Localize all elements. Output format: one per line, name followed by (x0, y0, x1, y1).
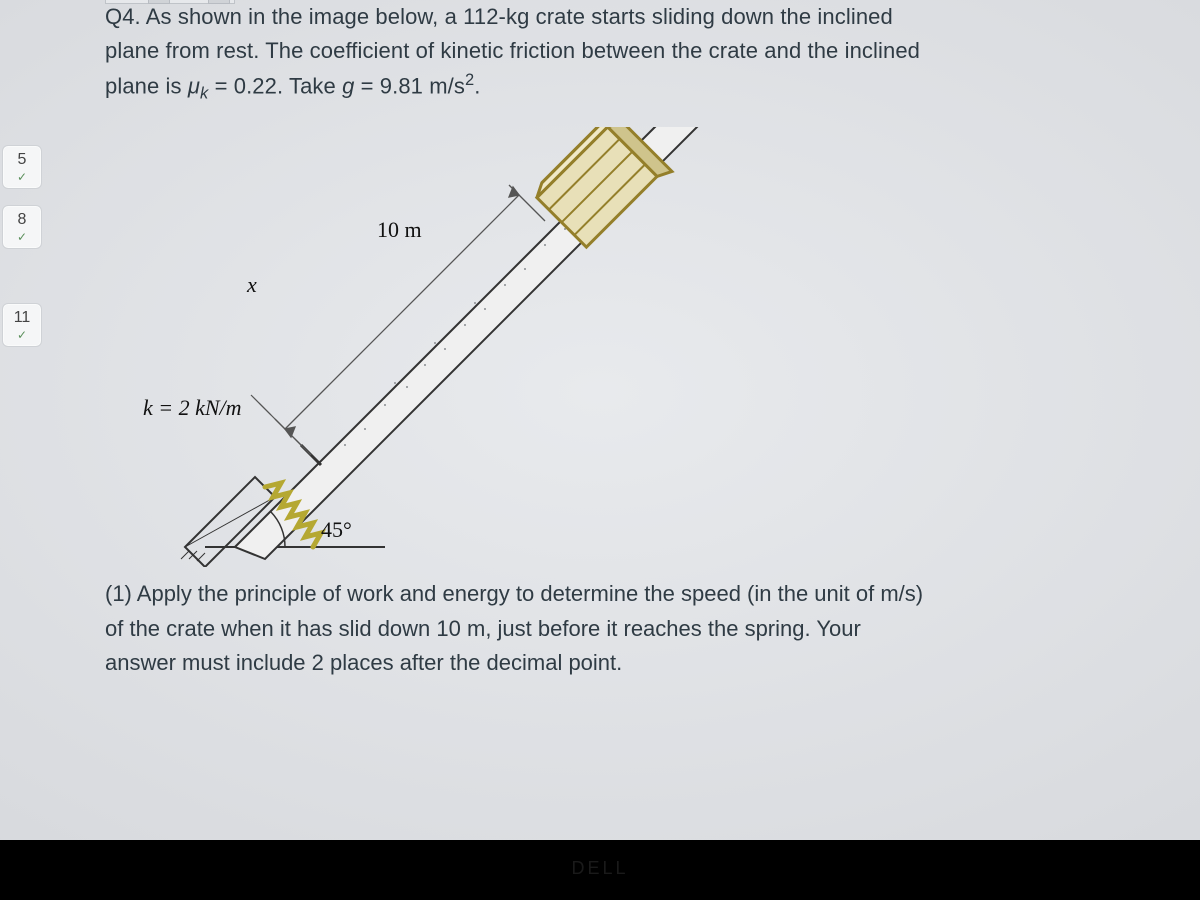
check-icon: ✓ (17, 171, 27, 183)
problem-statement: Q4. As shown in the image below, a 112-k… (105, 0, 1145, 107)
check-icon: ✓ (17, 329, 27, 341)
x-label: x (247, 272, 257, 298)
nav-item-8[interactable]: 8 ✓ (2, 205, 42, 249)
angle-label: 45° (321, 517, 352, 543)
part-number: (1) (105, 581, 132, 606)
question-nav: 5 ✓ 8 ✓ 11 ✓ (0, 145, 48, 347)
q-number: Q4. (105, 4, 141, 29)
nav-item-5[interactable]: 5 ✓ (2, 145, 42, 189)
figure: x 10 m k = 2 kN/m 45° (125, 127, 765, 567)
brand-logo: DELL (571, 858, 628, 879)
quiz-screen: 5 ✓ 8 ✓ 11 ✓ Q4. As shown in the image b… (0, 0, 1200, 870)
physics-diagram (125, 127, 765, 567)
spring-constant-label: k = 2 kN/m (143, 395, 242, 421)
question-content: Q4. As shown in the image below, a 112-k… (105, 0, 1145, 680)
nav-item-number: 5 (18, 151, 27, 169)
nav-item-number: 11 (14, 309, 31, 327)
check-icon: ✓ (17, 231, 27, 243)
sub-question: (1) Apply the principle of work and ener… (105, 577, 1145, 679)
nav-item-number: 8 (18, 211, 27, 229)
distance-label: 10 m (377, 217, 422, 243)
laptop-bezel: DELL (0, 840, 1200, 900)
nav-item-11[interactable]: 11 ✓ (2, 303, 42, 347)
